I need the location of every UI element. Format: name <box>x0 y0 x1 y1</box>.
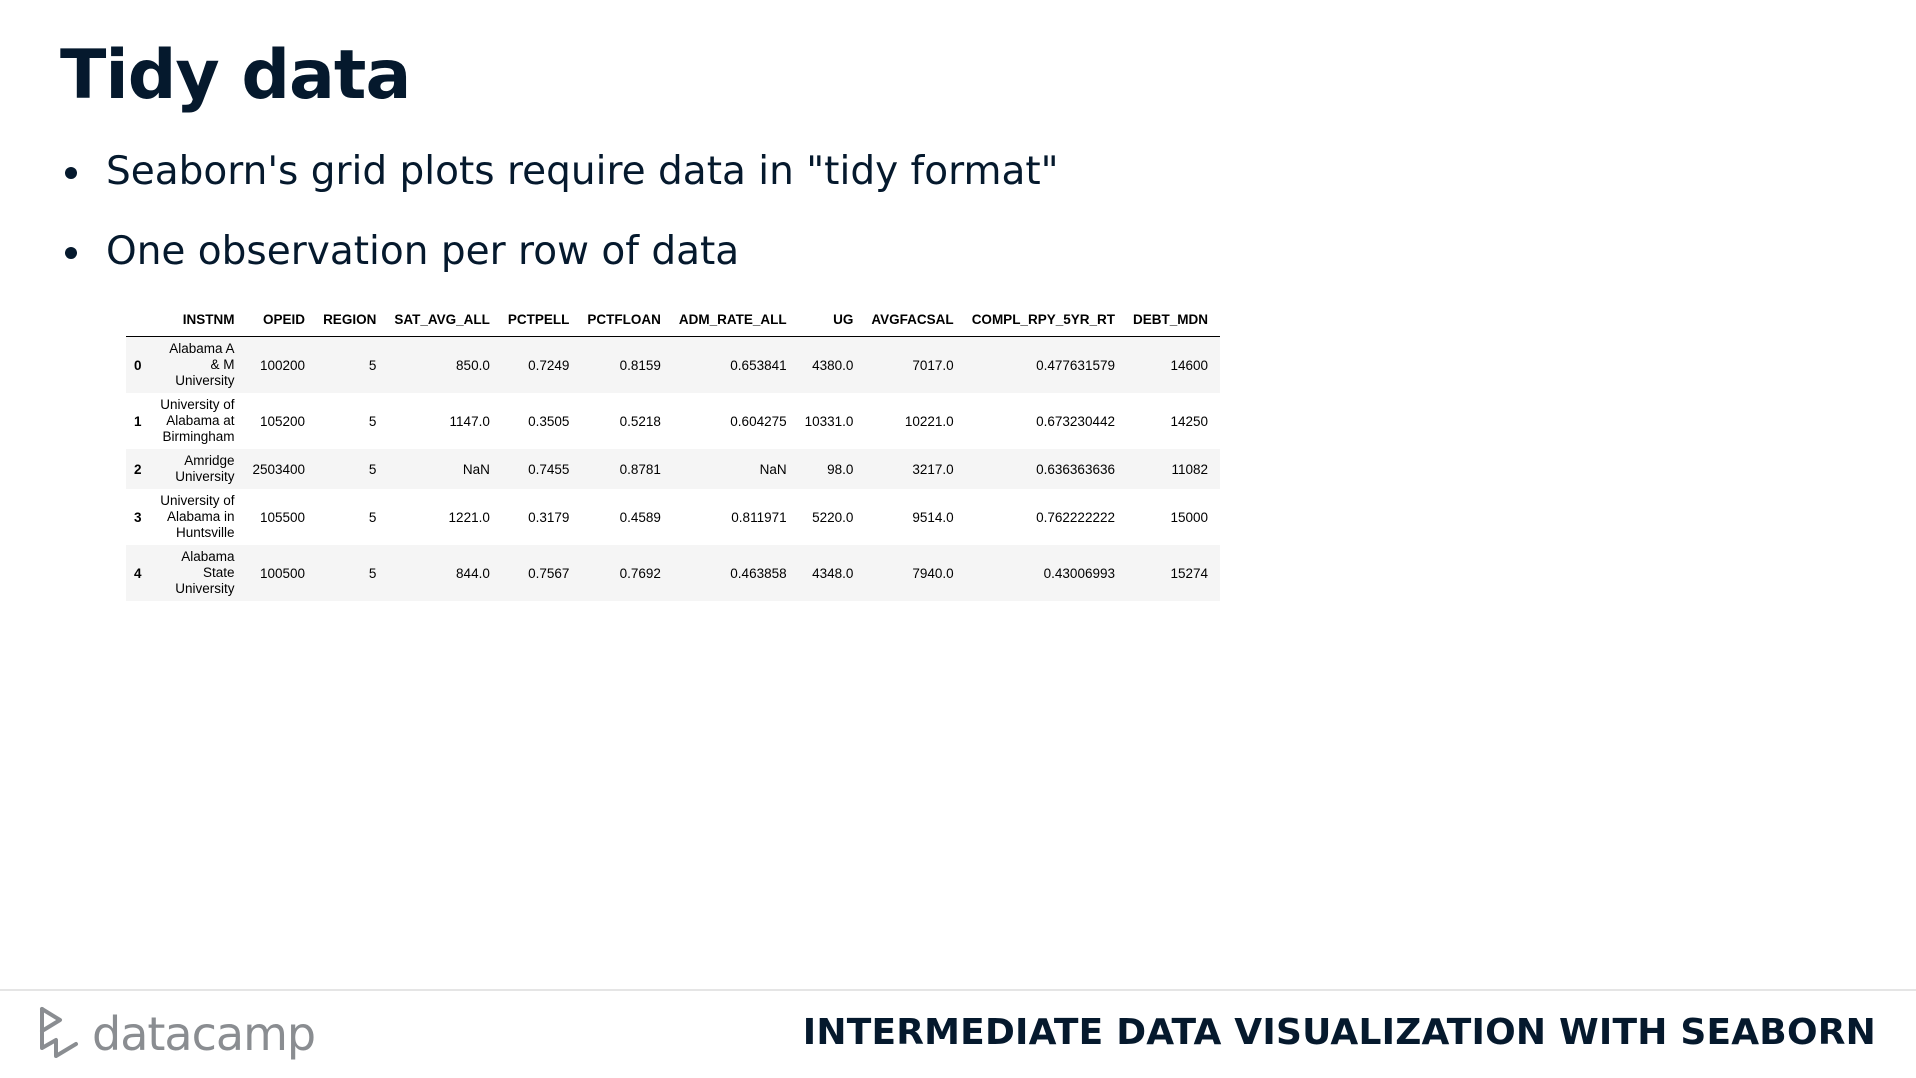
column-header: SAT_AVG_ALL <box>388 302 502 337</box>
bullet-list: Seaborn's grid plots require data in "ti… <box>60 140 1059 300</box>
cell-compl-rpy-5yr-rt: 0.762222222 <box>1036 509 1115 525</box>
cell-avgfacsal: 10221.0 <box>904 413 954 429</box>
cell-sat-avg-all: 850.0 <box>456 357 490 373</box>
bullet-text: One observation per row of data <box>106 229 740 274</box>
cell-debt-mdn: 14600 <box>1170 357 1208 373</box>
index-header <box>126 302 154 337</box>
cell-debt-mdn: 11082 <box>1171 461 1208 477</box>
table-row: 1 University of Alabama at Birmingham 1052… <box>126 393 1220 449</box>
cell-region: 5 <box>368 509 377 525</box>
dataframe-output: INSTNM OPEID REGION SAT_AVG_ALL PCTPELL PCTFL… <box>126 302 1220 601</box>
table-row: 3 University of Alabama in Huntsville 1055… <box>126 489 1220 545</box>
column-header: PCTFLOAN <box>581 302 673 337</box>
cell-compl-rpy-5yr-rt: 0.477631579 <box>1036 357 1115 373</box>
cell-pctfloan: 0.8781 <box>619 461 661 477</box>
column-header: DEBT_MDN <box>1126 302 1220 337</box>
cell-pctfloan: 0.5218 <box>619 413 661 429</box>
cell-debt-mdn: 15274 <box>1170 565 1208 581</box>
cell-opeid: 100200 <box>260 357 306 373</box>
cell-pctpell: 0.3179 <box>528 509 570 525</box>
cell-pctpell: 0.3505 <box>528 413 570 429</box>
row-index: 2 <box>134 461 142 477</box>
cell-avgfacsal: 7940.0 <box>912 565 954 581</box>
cell-instnm: Alabama A & M University <box>169 341 235 388</box>
dataframe-table: INSTNM OPEID REGION SAT_AVG_ALL PCTPELL PCTFL… <box>126 302 1220 601</box>
cell-compl-rpy-5yr-rt: 0.636363636 <box>1036 461 1115 477</box>
cell-adm-rate-all: 0.604275 <box>730 413 787 429</box>
table-row: 0 Alabama A & M University 100200 5 850.0 0.7… <box>126 336 1220 393</box>
cell-pctpell: 0.7455 <box>528 461 570 477</box>
table-body: 0 Alabama A & M University 100200 5 850.0 0.7… <box>126 336 1220 601</box>
row-index: 4 <box>134 565 142 581</box>
cell-ug: 10331.0 <box>804 413 854 429</box>
cell-avgfacsal: 7017.0 <box>912 357 954 373</box>
cell-region: 5 <box>368 565 377 581</box>
cell-ug: 5220.0 <box>812 509 854 525</box>
cell-ug: 4380.0 <box>812 357 854 373</box>
cell-avgfacsal: 3217.0 <box>912 461 954 477</box>
cell-ug: 4348.0 <box>812 565 854 581</box>
bullet-item: Seaborn's grid plots require data in "ti… <box>60 140 1059 220</box>
cell-opeid: 100500 <box>260 565 306 581</box>
cell-ug: 98.0 <box>827 461 854 477</box>
cell-instnm: Amridge University <box>175 453 235 484</box>
cell-sat-avg-all: NaN <box>462 461 490 477</box>
cell-adm-rate-all: 0.463858 <box>730 565 787 581</box>
datacamp-logo: datacamp <box>38 1004 316 1064</box>
row-index: 1 <box>134 413 142 429</box>
cell-pctfloan: 0.7692 <box>619 565 661 581</box>
cell-region: 5 <box>368 461 377 477</box>
cell-opeid: 105500 <box>260 509 306 525</box>
cell-pctpell: 0.7567 <box>528 565 570 581</box>
table-row: 2 Amridge University 2503400 5 NaN 0.7455 0.87… <box>126 449 1220 489</box>
column-header: OPEID <box>246 302 318 337</box>
row-index: 0 <box>134 357 142 373</box>
cell-adm-rate-all: 0.653841 <box>730 357 787 373</box>
cell-instnm: Alabama State University <box>175 549 235 596</box>
datacamp-logo-icon <box>40 1007 78 1058</box>
course-title: INTERMEDIATE DATA VISUALIZATION WITH SEA… <box>802 1012 1876 1053</box>
column-header: COMPL_RPY_5YR_RT <box>965 302 1127 337</box>
footer-divider <box>0 989 1916 991</box>
column-header: ADM_RATE_ALL <box>672 302 799 337</box>
cell-adm-rate-all: 0.811971 <box>731 509 787 525</box>
cell-pctpell: 0.7249 <box>528 357 570 373</box>
column-header: PCTPELL <box>501 302 582 337</box>
column-header: AVGFACSAL <box>865 302 966 337</box>
cell-avgfacsal: 9514.0 <box>912 509 954 525</box>
cell-sat-avg-all: 1221.0 <box>448 509 490 525</box>
logo-text: datacamp <box>92 1007 316 1061</box>
header-row: INSTNM OPEID REGION SAT_AVG_ALL PCTPELL PCTFL… <box>126 302 1220 337</box>
cell-instnm: University of Alabama at Birmingham <box>160 397 235 444</box>
column-header: INSTNM <box>153 302 247 337</box>
cell-debt-mdn: 15000 <box>1170 509 1208 525</box>
cell-sat-avg-all: 844.0 <box>456 565 490 581</box>
column-header: UG <box>798 302 866 337</box>
cell-opeid: 105200 <box>260 413 306 429</box>
table-row: 4 Alabama State University 100500 5 844.0 0.7… <box>126 545 1220 601</box>
bullet-dot <box>65 247 77 259</box>
cell-compl-rpy-5yr-rt: 0.673230442 <box>1036 413 1115 429</box>
cell-adm-rate-all: NaN <box>759 461 787 477</box>
cell-sat-avg-all: 1147.0 <box>449 413 490 429</box>
table-header: INSTNM OPEID REGION SAT_AVG_ALL PCTPELL PCTFL… <box>126 302 1220 337</box>
cell-compl-rpy-5yr-rt: 0.43006993 <box>1043 565 1115 581</box>
cell-opeid: 2503400 <box>252 461 306 477</box>
bullet-dot <box>65 167 77 179</box>
bullet-text: Seaborn's grid plots require data in "ti… <box>106 149 1059 194</box>
bullet-item: One observation per row of data <box>60 220 1059 300</box>
column-header: REGION <box>317 302 389 337</box>
cell-pctfloan: 0.8159 <box>619 357 661 373</box>
slide-title: Tidy data <box>60 36 411 115</box>
cell-instnm: University of Alabama in Huntsville <box>160 493 235 540</box>
cell-pctfloan: 0.4589 <box>619 509 661 525</box>
cell-region: 5 <box>368 413 377 429</box>
cell-debt-mdn: 14250 <box>1170 413 1208 429</box>
row-index: 3 <box>134 509 142 525</box>
cell-region: 5 <box>368 357 377 373</box>
